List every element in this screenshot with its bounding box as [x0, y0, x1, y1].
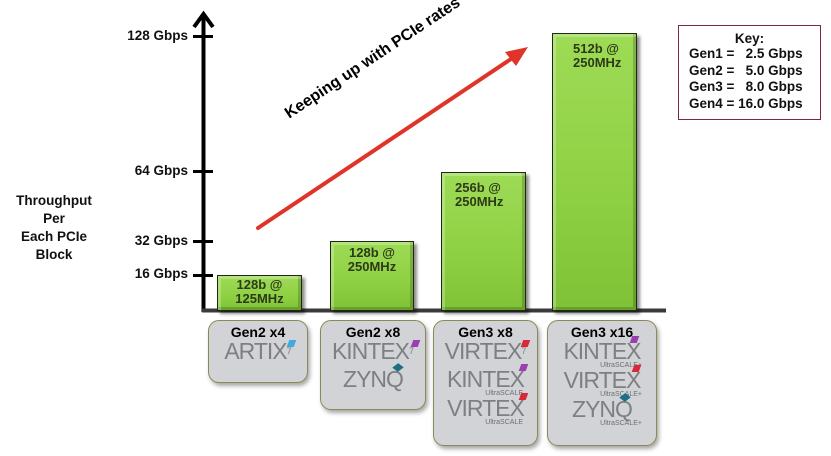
bar-label-line: 125MHz: [235, 291, 284, 306]
legend-key-box: Key: Gen1 = 2.5 Gbps Gen2 = 5.0 Gbps Gen…: [678, 25, 821, 120]
card-title: Gen3 x16: [570, 324, 634, 340]
bar-label-line: 256b @: [455, 180, 501, 195]
logo-text: VIRTEX: [447, 395, 525, 421]
tick-64: 64 Gbps: [60, 163, 188, 181]
bar-label: 128b @ 250MHz: [331, 246, 413, 274]
logo-text: KINTEX: [331, 338, 410, 364]
tick-label: 16 Gbps: [134, 266, 188, 281]
logo-subtext: UltraSCALE+: [600, 362, 642, 369]
logo-text: ZYNQ: [343, 366, 404, 392]
y-axis-title-line: Each PCIe: [20, 229, 88, 244]
legend-row: Gen1 = 2.5 Gbps: [689, 46, 803, 61]
tick-128: 128 Gbps: [60, 28, 188, 46]
y-axis-arrowhead-icon: [192, 10, 215, 29]
logo-zynq: ZYNQ: [321, 363, 425, 392]
y-axis-title-line: Throughput: [16, 193, 92, 208]
bar-label-line: 250MHz: [347, 259, 397, 274]
tick-32: 32 Gbps: [60, 233, 188, 251]
logo-suffix: 7: [521, 346, 527, 356]
bar-gen3-x16: 512b @ 250MHz: [552, 33, 637, 311]
card-gen2-x8: Gen2 x8 KINTEX7 ZYNQ: [320, 320, 426, 410]
logo-virtex-ultrascale: VIRTEX UltraSCALE: [434, 393, 537, 427]
trend-arrow-head-icon: [505, 47, 528, 66]
logo-zynq-ultrascale-plus: ZYNQ UltraSCALE+: [548, 393, 656, 428]
kintex-mark-icon: [410, 340, 421, 347]
logo-text: KINTEX: [446, 366, 525, 392]
y-axis-title-line: Block: [35, 247, 73, 262]
bar-label-line: 250MHz: [573, 55, 622, 70]
bar-label: 256b @ 250MHz: [442, 181, 525, 209]
tick-label: 32 Gbps: [134, 233, 188, 248]
logo-artix-7: ARTIX7: [209, 338, 307, 364]
bar-label: 512b @ 250MHz: [553, 42, 636, 70]
tick-label: 64 Gbps: [134, 163, 188, 178]
legend-row: Gen2 = 5.0 Gbps: [689, 62, 803, 78]
trend-arrow-line: [256, 55, 516, 230]
logo-kintex-ultrascale: KINTEX UltraSCALE: [434, 364, 537, 398]
card-title: Gen2 x4: [230, 324, 286, 340]
card-gen3-x8: Gen3 x8 VIRTEX7 KINTEX UltraSCALE VIRTEX…: [433, 320, 538, 446]
logo-text: KINTEX: [563, 338, 641, 364]
y-axis-title-line: Per: [43, 211, 65, 226]
card-title: Gen3 x8: [458, 324, 513, 340]
logo-text: VIRTEX: [563, 367, 642, 393]
logo-kintex-ultrascale-plus: KINTEX UltraSCALE+: [548, 336, 656, 370]
bar-label-line: 512b @: [573, 41, 619, 56]
card-gen3-x16: Gen3 x16 KINTEX UltraSCALE+ VIRTEX Ultra…: [547, 320, 657, 446]
tick-label: 128 Gbps: [127, 28, 188, 43]
logo-subtext: UltraSCALE+: [600, 391, 642, 398]
tick-mark-64: [193, 170, 213, 173]
bar-label-line: 128b @: [349, 245, 395, 260]
tick-mark-128: [193, 35, 213, 38]
logo-subtext: UltraSCALE: [485, 390, 523, 397]
bar-label-line: 128b @: [236, 277, 283, 292]
legend-title: Key:: [734, 31, 765, 46]
logo-virtex-ultrascale-plus: VIRTEX UltraSCALE+: [548, 365, 656, 399]
logo-text: ARTIX: [224, 338, 287, 364]
logo-virtex-7: VIRTEX7: [434, 338, 537, 364]
virtex-mark-icon: [518, 393, 529, 400]
artix-mark-icon: [286, 340, 297, 347]
bar-gen2-x8: 128b @ 250MHz: [330, 241, 414, 311]
logo-suffix: 7: [286, 346, 292, 356]
legend-row: Gen3 = 8.0 Gbps: [689, 79, 803, 94]
logo-text: ZYNQ: [572, 396, 633, 422]
bar-label: 128b @ 125MHz: [218, 278, 301, 306]
bar-label-line: 250MHz: [455, 194, 504, 209]
logo-kintex-7: KINTEX7: [321, 338, 425, 364]
kintex-mark-icon: [518, 364, 529, 371]
logo-subtext: UltraSCALE: [485, 419, 523, 426]
bar-gen2-x4: 128b @ 125MHz: [217, 275, 302, 311]
tick-16: 16 Gbps: [60, 266, 188, 284]
logo-text: VIRTEX: [444, 338, 523, 364]
logo-suffix: 7: [409, 346, 415, 356]
tick-mark-32: [193, 240, 213, 243]
card-gen2-x4: Gen2 x4 ARTIX7: [208, 320, 308, 383]
virtex-mark-icon: [520, 340, 531, 347]
logo-subtext: UltraSCALE+: [600, 420, 642, 427]
card-title: Gen2 x8: [345, 324, 401, 340]
bar-gen3-x8: 256b @ 250MHz: [441, 172, 526, 311]
legend-row: Gen4 = 16.0 Gbps: [689, 95, 803, 111]
y-axis-title: Throughput Per Each PCIe Block: [0, 192, 108, 264]
tick-mark-16: [193, 274, 213, 277]
